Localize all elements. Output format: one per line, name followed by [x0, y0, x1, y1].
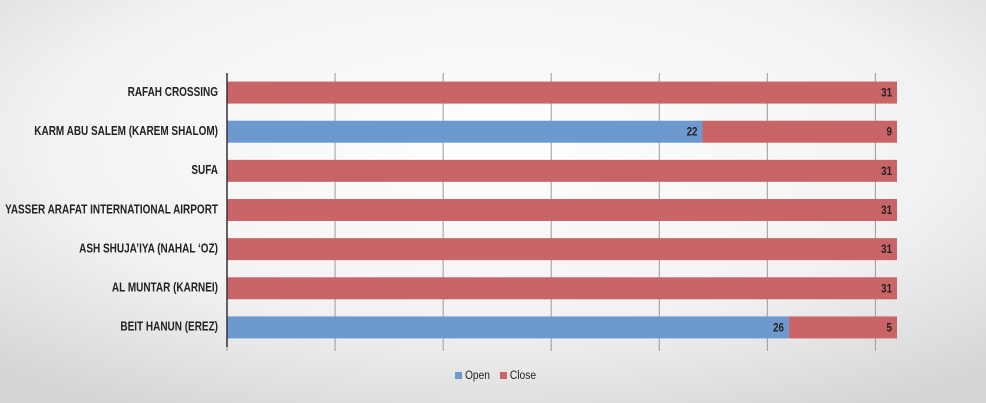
- data-label: 31: [881, 204, 892, 217]
- bar-segment: [227, 316, 789, 339]
- data-label: 31: [881, 87, 892, 100]
- data-label: 31: [881, 243, 892, 256]
- bar-segment: [702, 120, 897, 143]
- bar-segment: [227, 199, 897, 221]
- y-tick-label: AL MUNTAR (KARNEI): [112, 282, 218, 295]
- data-label: 31: [881, 165, 892, 178]
- y-tick-label: YASSER ARAFAT INTERNATIONAL AIRPORT: [5, 203, 218, 216]
- bar-segment: [227, 238, 897, 261]
- y-tick-label: KARM ABU SALEM (KAREM SHALOM): [34, 125, 218, 138]
- y-tick-label: RAFAH CROSSING: [128, 86, 219, 99]
- y-tick-label: BEIT HANUN (EREZ): [120, 321, 218, 334]
- data-label: 31: [881, 283, 892, 296]
- legend-swatch: [499, 372, 507, 379]
- data-label: 5: [887, 322, 892, 335]
- bar-segment: [788, 316, 897, 339]
- legend-swatch: [455, 372, 462, 379]
- legend-label: Close: [510, 369, 536, 382]
- bar-segment: [227, 120, 703, 143]
- data-label: 22: [687, 126, 698, 139]
- bar-segment: [227, 159, 897, 182]
- data-label: 9: [887, 126, 892, 139]
- bar-segment: [227, 81, 897, 104]
- data-label: 26: [773, 322, 784, 335]
- y-tick-label: ASH SHUJA’IYA (NAHAL ‘OZ): [79, 242, 218, 255]
- legend-label: Open: [465, 369, 490, 382]
- bar-segment: [227, 277, 897, 300]
- y-tick-label: SUFA: [191, 164, 218, 177]
